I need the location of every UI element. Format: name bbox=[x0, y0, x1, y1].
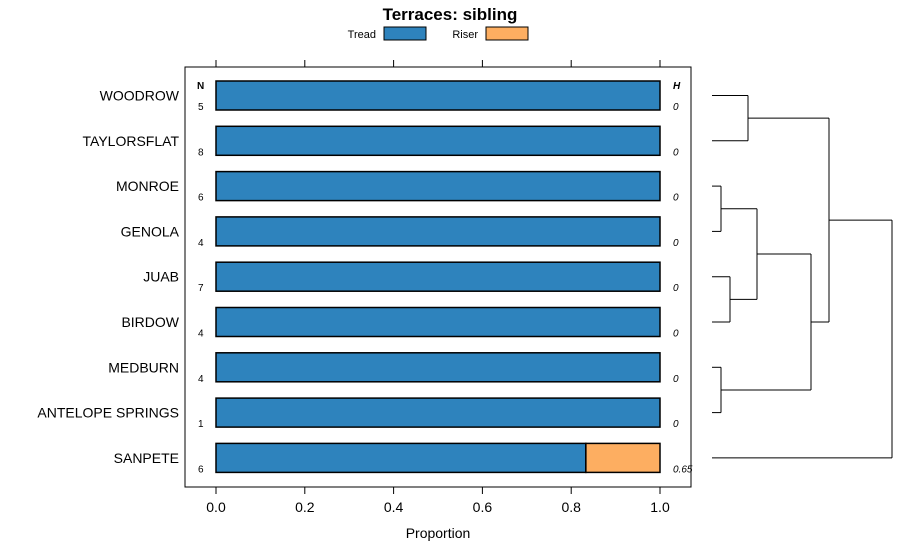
h-value: 0 bbox=[673, 329, 679, 340]
dendrogram bbox=[712, 95, 893, 459]
legend-label-tread: Tread bbox=[348, 29, 376, 41]
n-value: 6 bbox=[198, 193, 204, 204]
legend-swatch-tread bbox=[383, 26, 427, 41]
x-tick-label: 0.4 bbox=[384, 499, 404, 515]
h-column-header: H bbox=[673, 81, 681, 92]
bar-segment-tread bbox=[215, 352, 661, 383]
n-value: 1 bbox=[198, 419, 204, 430]
category-label: WOODROW bbox=[100, 88, 180, 104]
h-value: 0 bbox=[673, 102, 679, 113]
category-label: MONROE bbox=[116, 178, 179, 194]
h-value: 0 bbox=[673, 147, 679, 158]
bar-segment-riser bbox=[585, 442, 661, 474]
n-value: 4 bbox=[198, 329, 204, 340]
bar-segment-tread bbox=[215, 397, 661, 428]
x-axis: 0.0 0.2 0.4 0.6 0.8 1.0 bbox=[206, 60, 670, 515]
n-column-header: N bbox=[197, 81, 204, 92]
bar-segment-tread bbox=[215, 80, 661, 111]
legend-label-riser: Riser bbox=[452, 29, 478, 41]
h-value: 0.65 bbox=[673, 464, 693, 475]
category-label: SANPETE bbox=[114, 450, 179, 466]
plot-frame bbox=[184, 66, 692, 488]
h-value: 0 bbox=[673, 238, 679, 249]
h-value: 0 bbox=[673, 193, 679, 204]
bar-segment-tread bbox=[215, 170, 661, 202]
category-label: GENOLA bbox=[121, 223, 180, 239]
category-label: ANTELOPE SPRINGS bbox=[37, 405, 179, 421]
x-tick-label: 0.2 bbox=[295, 499, 315, 515]
n-value: 5 bbox=[198, 102, 204, 113]
x-tick-label: 0.6 bbox=[473, 499, 493, 515]
category-labels: WOODROW 5 0 TAYLORSFLAT 8 0 MONROE 6 0 GENOLA 4 0 JU… bbox=[37, 88, 692, 476]
bar-segment-tread bbox=[215, 442, 587, 474]
bar-segment-tread bbox=[215, 261, 661, 292]
category-label: BIRDOW bbox=[121, 314, 179, 330]
x-tick-label: 0.0 bbox=[206, 499, 226, 515]
x-axis-title: Proportion bbox=[406, 525, 471, 541]
category-label: JUAB bbox=[143, 269, 179, 285]
bar-segment-tread bbox=[215, 216, 661, 247]
bar-segment-tread bbox=[215, 125, 661, 157]
legend: Tread Riser bbox=[348, 26, 529, 41]
h-value: 0 bbox=[673, 374, 679, 385]
n-value: 8 bbox=[198, 147, 204, 158]
category-label: TAYLORSFLAT bbox=[83, 133, 180, 149]
h-value: 0 bbox=[673, 419, 679, 430]
x-tick-label: 0.8 bbox=[561, 499, 581, 515]
n-value: 4 bbox=[198, 374, 204, 385]
n-value: 4 bbox=[198, 238, 204, 249]
h-value: 0 bbox=[673, 283, 679, 294]
x-tick-label: 1.0 bbox=[650, 499, 670, 515]
legend-swatch-riser bbox=[485, 26, 529, 41]
bars-group bbox=[215, 80, 661, 474]
n-value: 7 bbox=[198, 283, 204, 294]
chart-title: Terraces: sibling bbox=[383, 5, 518, 24]
bar-segment-tread bbox=[215, 306, 661, 338]
category-label: MEDBURN bbox=[108, 359, 179, 375]
n-value: 6 bbox=[198, 464, 204, 475]
